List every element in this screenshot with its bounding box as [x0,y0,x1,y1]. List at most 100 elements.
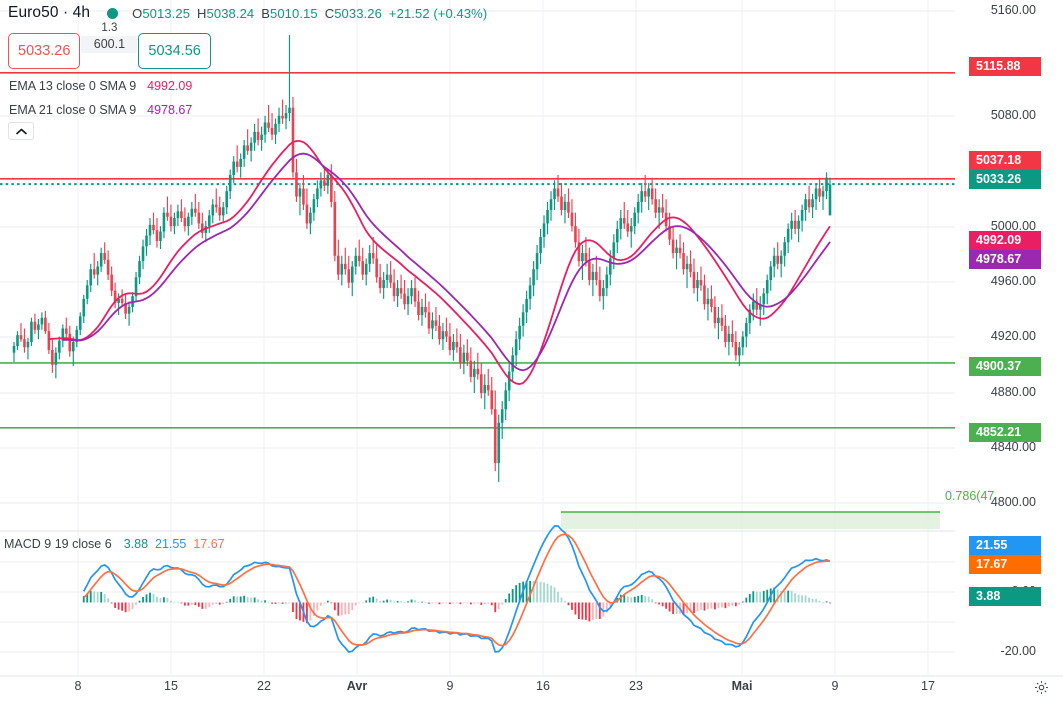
bid-price-box[interactable]: 5033.26 [8,33,81,69]
candle-body [312,199,316,213]
support-level-badge[interactable]: 4900.37 [969,357,1041,376]
macd-hist-bar [776,589,779,603]
ema21-value: 4978.67 [147,103,193,117]
candle-body [563,201,567,210]
macd-hist-bar [637,595,640,603]
candle-body [549,199,553,210]
candle-body [605,274,609,289]
macd-hist-bar [274,602,277,604]
candle-body [615,228,619,243]
macd-hist-bar [197,602,200,607]
macd-hist-bar [417,602,420,603]
macd-hist-bar [250,597,253,603]
candle-body [256,131,260,140]
ask-price-box[interactable]: 5034.56 [138,33,211,69]
candle-body [633,212,637,227]
settings-button[interactable] [1034,680,1049,700]
macd-hist-bar [808,597,810,603]
candle-body [235,161,239,167]
candle-body [187,216,190,227]
candle-body [560,196,563,210]
candle-body [455,341,459,348]
ema13-label: EMA 13 close 0 SMA 9 [9,79,137,93]
candle-body [825,177,828,192]
ohlc-values: O5013.25 H5038.24 B5010.15 C5033.26 +21.52 (… [132,6,487,21]
macd-hist-bar [183,602,186,606]
candle-body [288,107,291,114]
candle-body [497,422,501,464]
ema13-badge[interactable]: 4992.09 [969,231,1041,250]
candle-body [319,180,323,189]
date-axis[interactable]: 8 15 22 Avr 9 16 23 Mai 9 17 [0,679,1063,704]
symbol-title[interactable]: Euro50 · 4h [8,4,91,21]
collapse-legend-button[interactable] [8,122,34,140]
ema13-legend[interactable]: EMA 13 close 0 SMA 9 4992.09 [9,79,192,93]
macd-hist-bar [299,602,301,621]
macd-hist-bar [567,602,570,606]
macd-hist-bar [306,602,308,624]
candle-body [448,336,452,350]
macd-hist-bar [473,602,476,604]
macd-hist-bar [766,589,769,603]
ema21-badge[interactable]: 4978.67 [969,250,1041,269]
macd-hist-bar [595,602,598,619]
candle-body [162,212,166,232]
fib-zone-rect[interactable] [561,512,940,529]
macd-hist-bar [389,599,392,603]
lower-level-badge[interactable]: 4852.21 [969,423,1041,442]
upper-level-badge[interactable]: 5037.18 [969,151,1041,170]
macd-legend[interactable]: MACD 9 19 close 6 3.88 21.55 17.67 [4,537,225,551]
macd-hist-bar [508,593,511,603]
macd-hist-bar [654,602,657,604]
macd-hist-bar [497,602,500,610]
candle-body [668,226,671,240]
candle-body [211,204,215,216]
resistance-level-badge[interactable]: 5115.88 [969,57,1041,76]
price-tick-label: 4800.00 [990,495,1036,509]
macd-hist-bar [529,580,532,603]
macd-line-badge[interactable]: 21.55 [969,536,1041,555]
macd-hist-bar [107,598,110,603]
macd-hist-bar [135,602,137,605]
macd-hist-bar [598,602,601,619]
macd-hist-bar [428,602,430,604]
macd-hist-bar [707,602,709,610]
symbol-legend[interactable]: Euro50 · 4h O5013.25 H5038.24 B5010.15 C503… [8,4,487,22]
candle-body [758,304,762,310]
candle-body [68,333,72,352]
macd-hist-bar [588,602,591,622]
candle-body [337,255,340,275]
high-value: 5038.24 [206,5,255,21]
candle-body [738,347,741,356]
candle-body [253,131,256,143]
macd-hist-bar [459,602,462,605]
macd-hist-bar [745,597,748,603]
macd-hist-bar [170,600,172,603]
macd-hist-badge[interactable]: 3.88 [969,587,1041,606]
last-price-badge[interactable]: 5033.26 [969,170,1041,189]
candle-body [295,172,298,197]
macd-hist-bar [773,587,776,603]
macd-hist-bar [633,596,636,603]
candle-body [821,191,825,197]
candle-body [30,321,33,342]
candle-body [106,259,110,275]
macd-hist-bar [340,602,343,616]
change-value: +21.52 (+0.43%) [388,5,488,21]
candle-body [507,371,511,391]
signal-line-badge[interactable]: 17.67 [969,555,1041,574]
candle-body [657,207,661,213]
candle-body [385,274,389,280]
candle-body [120,298,124,303]
macd-hist-bar [243,595,246,603]
macd-hist-bar [543,582,545,603]
candle-body [483,385,487,394]
candle-body [298,188,302,197]
candle-body [696,280,699,289]
ema21-legend[interactable]: EMA 21 close 0 SMA 9 4978.67 [9,103,192,117]
candle-body [521,312,525,326]
macd-hist-bar [208,602,211,608]
macd-signal-line [83,533,831,647]
candle-body [654,199,657,213]
